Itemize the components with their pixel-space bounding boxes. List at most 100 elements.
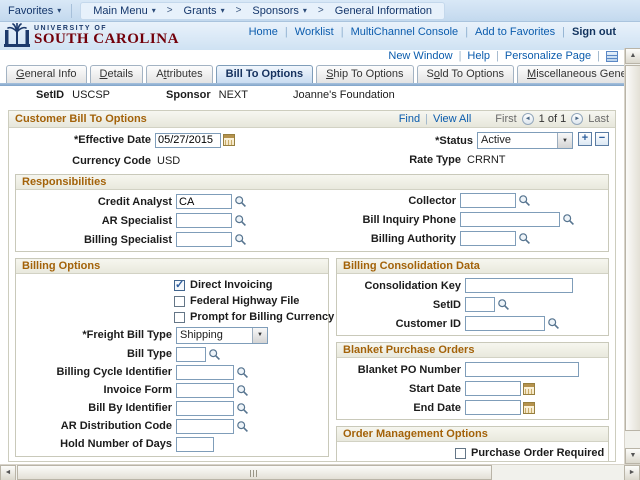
calendar-icon[interactable] — [523, 401, 535, 414]
lookup-icon[interactable] — [236, 384, 249, 397]
grants-item[interactable]: Grants ▾ — [183, 4, 225, 17]
bill-inquiry-phone-input[interactable] — [460, 212, 560, 227]
breadcrumb-current-page: General Information — [334, 4, 432, 17]
tab-ship-to-options[interactable]: Ship To Options — [316, 65, 414, 83]
delete-row-button[interactable]: − — [595, 132, 609, 146]
collector-input[interactable] — [460, 193, 516, 208]
freight-bill-type-select[interactable]: Shipping ▼ — [176, 326, 268, 344]
lookup-icon[interactable] — [497, 298, 510, 311]
ar-distribution-code-label: AR Distribution Code — [60, 420, 172, 432]
billing-specialist-input[interactable] — [176, 232, 232, 247]
status-label: *Status — [435, 134, 473, 147]
new-window-link[interactable]: New Window — [388, 50, 453, 62]
consolidation-setid-input[interactable] — [465, 297, 495, 312]
scroll-up-button[interactable]: ▲ — [625, 48, 640, 64]
direct-invoicing-checkbox[interactable] — [174, 278, 185, 291]
lookup-icon[interactable] — [234, 195, 247, 208]
customer-id-input[interactable] — [465, 316, 545, 331]
view-all-link[interactable]: View All — [432, 113, 472, 125]
lookup-icon[interactable] — [236, 402, 249, 415]
previous-row-icon[interactable]: ◄ — [521, 113, 534, 125]
personalize-page-link[interactable]: Personalize Page — [504, 50, 592, 62]
worklist-link[interactable]: Worklist — [294, 26, 334, 38]
usc-logo: UNIVERSITY OF SOUTH CAROLINA — [4, 23, 179, 49]
federal-highway-file-checkbox[interactable] — [174, 295, 185, 307]
hold-number-of-days-input[interactable] — [176, 436, 214, 452]
currency-code-label: Currency Code — [72, 155, 151, 167]
add-row-button[interactable]: + — [578, 132, 592, 146]
start-date-input[interactable] — [465, 381, 521, 396]
horizontal-scrollbar[interactable]: ◄ ► — [0, 464, 640, 480]
purchase-order-required-checkbox[interactable] — [455, 447, 466, 459]
chevron-down-icon: ▾ — [220, 6, 225, 15]
home-link[interactable]: Home — [248, 26, 278, 38]
find-link[interactable]: Find — [398, 113, 421, 125]
favorites-menu[interactable]: Favorites ▾ — [0, 3, 69, 19]
bill-inquiry-phone-label: Bill Inquiry Phone — [362, 213, 456, 226]
billing-consolidation-box: Billing Consolidation Data Consolidation… — [336, 258, 609, 336]
vertical-scrollbar[interactable]: ▲ ▼ — [624, 48, 640, 464]
next-row-icon[interactable]: ► — [571, 113, 584, 125]
calendar-icon[interactable] — [523, 382, 535, 395]
prompt-for-billing-currency-checkbox[interactable] — [174, 311, 185, 323]
status-select[interactable]: Active ▼ — [477, 132, 573, 149]
add-to-favorites-link[interactable]: Add to Favorites — [475, 26, 556, 38]
scroll-right-button[interactable]: ► — [624, 465, 640, 480]
main-menu-item[interactable]: Main Menu ▾ — [93, 4, 156, 17]
lookup-icon[interactable] — [236, 366, 249, 379]
credit-analyst-input[interactable] — [176, 194, 232, 209]
last-label: Last — [588, 113, 609, 125]
sponsor-name: Joanne's Foundation — [293, 89, 395, 101]
dropdown-arrow-icon[interactable]: ▼ — [557, 133, 572, 148]
lookup-icon[interactable] — [518, 194, 531, 207]
billing-consolidation-title: Billing Consolidation Data — [343, 260, 480, 272]
tab-miscellaneous-general-info[interactable]: Miscellaneous General Info — [517, 65, 640, 83]
consolidation-key-input[interactable] — [465, 278, 573, 293]
calendar-icon[interactable] — [223, 134, 235, 146]
lookup-icon[interactable] — [234, 214, 247, 227]
tab-sold-to-options[interactable]: Sold To Options — [416, 65, 515, 83]
bill-by-identifier-input[interactable] — [176, 400, 234, 416]
end-date-input[interactable] — [465, 400, 521, 415]
consolidation-key-label: Consolidation Key — [364, 279, 461, 292]
tab-general-info[interactable]: General Info — [6, 65, 87, 83]
ar-distribution-code-input[interactable] — [176, 418, 234, 434]
billing-authority-label: Billing Authority — [370, 232, 456, 245]
blanket-po-number-input[interactable] — [465, 362, 579, 377]
billing-cycle-identifier-input[interactable] — [176, 364, 234, 380]
billing-authority-input[interactable] — [460, 231, 516, 246]
lookup-icon[interactable] — [236, 420, 249, 433]
scroll-left-button[interactable]: ◄ — [0, 465, 16, 480]
dropdown-arrow-icon[interactable]: ▼ — [252, 327, 267, 343]
key-fields-row: SetID USCSP Sponsor NEXT Joanne's Founda… — [0, 89, 624, 101]
tab-details[interactable]: Details — [89, 65, 144, 83]
multichannel-console-link[interactable]: MultiChannel Console — [350, 26, 459, 38]
scroll-down-button[interactable]: ▼ — [625, 448, 640, 464]
bill-type-input[interactable] — [176, 346, 206, 362]
effective-date-input[interactable] — [155, 132, 221, 148]
lookup-icon[interactable] — [547, 317, 560, 330]
horizontal-scrollbar-thumb[interactable] — [17, 465, 492, 480]
prompt-for-billing-currency-label: Prompt for Billing Currency — [190, 311, 335, 323]
lookup-icon[interactable] — [234, 233, 247, 246]
lookup-icon[interactable] — [518, 232, 531, 245]
direct-invoicing-label: Direct Invoicing — [190, 279, 273, 291]
blanket-purchase-orders-box: Blanket Purchase Orders Blanket PO Numbe… — [336, 342, 609, 420]
page-layout-icon[interactable] — [606, 50, 618, 62]
ar-specialist-input[interactable] — [176, 213, 232, 228]
lookup-icon[interactable] — [562, 213, 575, 226]
lookup-icon[interactable] — [208, 348, 221, 361]
ar-specialist-label: AR Specialist — [101, 214, 172, 227]
help-link[interactable]: Help — [467, 50, 491, 62]
tab-underline — [0, 83, 624, 86]
tab-attributes[interactable]: Attributes — [146, 65, 213, 83]
vertical-scrollbar-thumb[interactable] — [625, 65, 640, 431]
sign-out-link[interactable]: Sign out — [572, 26, 616, 38]
group-box-title: Customer Bill To Options — [15, 113, 147, 125]
divider — [71, 3, 73, 18]
sponsors-item[interactable]: Sponsors ▾ — [252, 4, 307, 17]
tab-bill-to-options[interactable]: Bill To Options — [215, 65, 314, 83]
invoice-form-input[interactable] — [176, 382, 234, 398]
rate-type-label: Rate Type — [409, 154, 461, 166]
breadcrumb-trail: Main Menu ▾ > Grants ▾ > Sponsors ▾ > Ge… — [80, 1, 445, 20]
